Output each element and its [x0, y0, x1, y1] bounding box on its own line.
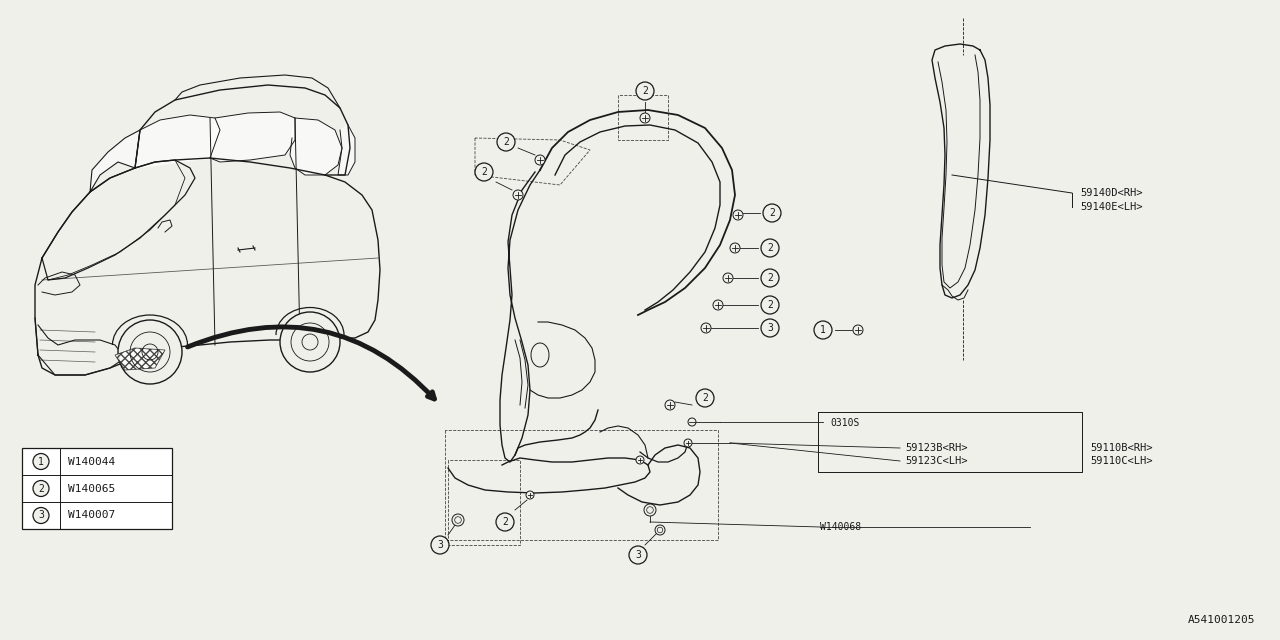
- Text: 2: 2: [502, 517, 508, 527]
- Circle shape: [723, 273, 733, 283]
- FancyArrowPatch shape: [188, 327, 434, 399]
- Bar: [22, 448, 172, 529]
- Circle shape: [640, 113, 650, 123]
- Circle shape: [33, 481, 49, 497]
- Circle shape: [33, 508, 49, 524]
- Circle shape: [852, 325, 863, 335]
- Circle shape: [762, 269, 780, 287]
- Circle shape: [763, 204, 781, 222]
- Text: 2: 2: [767, 300, 773, 310]
- Circle shape: [636, 82, 654, 100]
- Circle shape: [454, 516, 461, 524]
- Text: 2: 2: [38, 483, 44, 493]
- Text: 3: 3: [635, 550, 641, 560]
- Polygon shape: [210, 112, 294, 162]
- Circle shape: [689, 418, 696, 426]
- Polygon shape: [115, 348, 165, 370]
- Text: 59110B<RH>: 59110B<RH>: [1091, 443, 1152, 453]
- Circle shape: [452, 514, 465, 526]
- Text: 3: 3: [767, 323, 773, 333]
- Text: A541001205: A541001205: [1188, 615, 1254, 625]
- Text: 3: 3: [436, 540, 443, 550]
- Circle shape: [636, 456, 644, 464]
- Text: 1: 1: [820, 325, 826, 335]
- Text: 59123C<LH>: 59123C<LH>: [905, 456, 968, 466]
- Circle shape: [814, 321, 832, 339]
- Text: 2: 2: [481, 167, 486, 177]
- Text: 2: 2: [767, 273, 773, 283]
- Circle shape: [762, 319, 780, 337]
- Circle shape: [696, 389, 714, 407]
- Text: 2: 2: [769, 208, 774, 218]
- Text: W140065: W140065: [68, 483, 115, 493]
- Circle shape: [497, 513, 515, 531]
- Text: 59140D<RH>: 59140D<RH>: [1080, 188, 1143, 198]
- Text: 59110C<LH>: 59110C<LH>: [1091, 456, 1152, 466]
- Text: 2: 2: [503, 137, 509, 147]
- Text: W140007: W140007: [68, 511, 115, 520]
- Text: W140044: W140044: [68, 456, 115, 467]
- Text: W140068: W140068: [820, 522, 861, 532]
- Polygon shape: [134, 115, 220, 168]
- Circle shape: [762, 239, 780, 257]
- Text: 0310S: 0310S: [829, 418, 859, 428]
- Text: 3: 3: [38, 511, 44, 520]
- Text: 59140E<LH>: 59140E<LH>: [1080, 202, 1143, 212]
- Text: 2: 2: [701, 393, 708, 403]
- Circle shape: [701, 323, 710, 333]
- Circle shape: [33, 454, 49, 470]
- Circle shape: [118, 320, 182, 384]
- Circle shape: [644, 504, 657, 516]
- Circle shape: [280, 312, 340, 372]
- Text: 59123B<RH>: 59123B<RH>: [905, 443, 968, 453]
- Polygon shape: [338, 125, 355, 175]
- Text: 2: 2: [643, 86, 648, 96]
- Circle shape: [684, 439, 692, 447]
- Circle shape: [657, 527, 663, 532]
- Circle shape: [497, 133, 515, 151]
- Circle shape: [535, 155, 545, 165]
- Circle shape: [655, 525, 666, 535]
- Circle shape: [666, 400, 675, 410]
- Circle shape: [431, 536, 449, 554]
- Text: 2: 2: [767, 243, 773, 253]
- Circle shape: [730, 243, 740, 253]
- Circle shape: [628, 546, 646, 564]
- Circle shape: [513, 190, 524, 200]
- Text: 1: 1: [38, 456, 44, 467]
- Circle shape: [762, 296, 780, 314]
- Circle shape: [475, 163, 493, 181]
- Circle shape: [526, 491, 534, 499]
- Polygon shape: [291, 118, 342, 175]
- Circle shape: [646, 507, 653, 513]
- Circle shape: [733, 210, 742, 220]
- Polygon shape: [90, 130, 140, 192]
- Circle shape: [713, 300, 723, 310]
